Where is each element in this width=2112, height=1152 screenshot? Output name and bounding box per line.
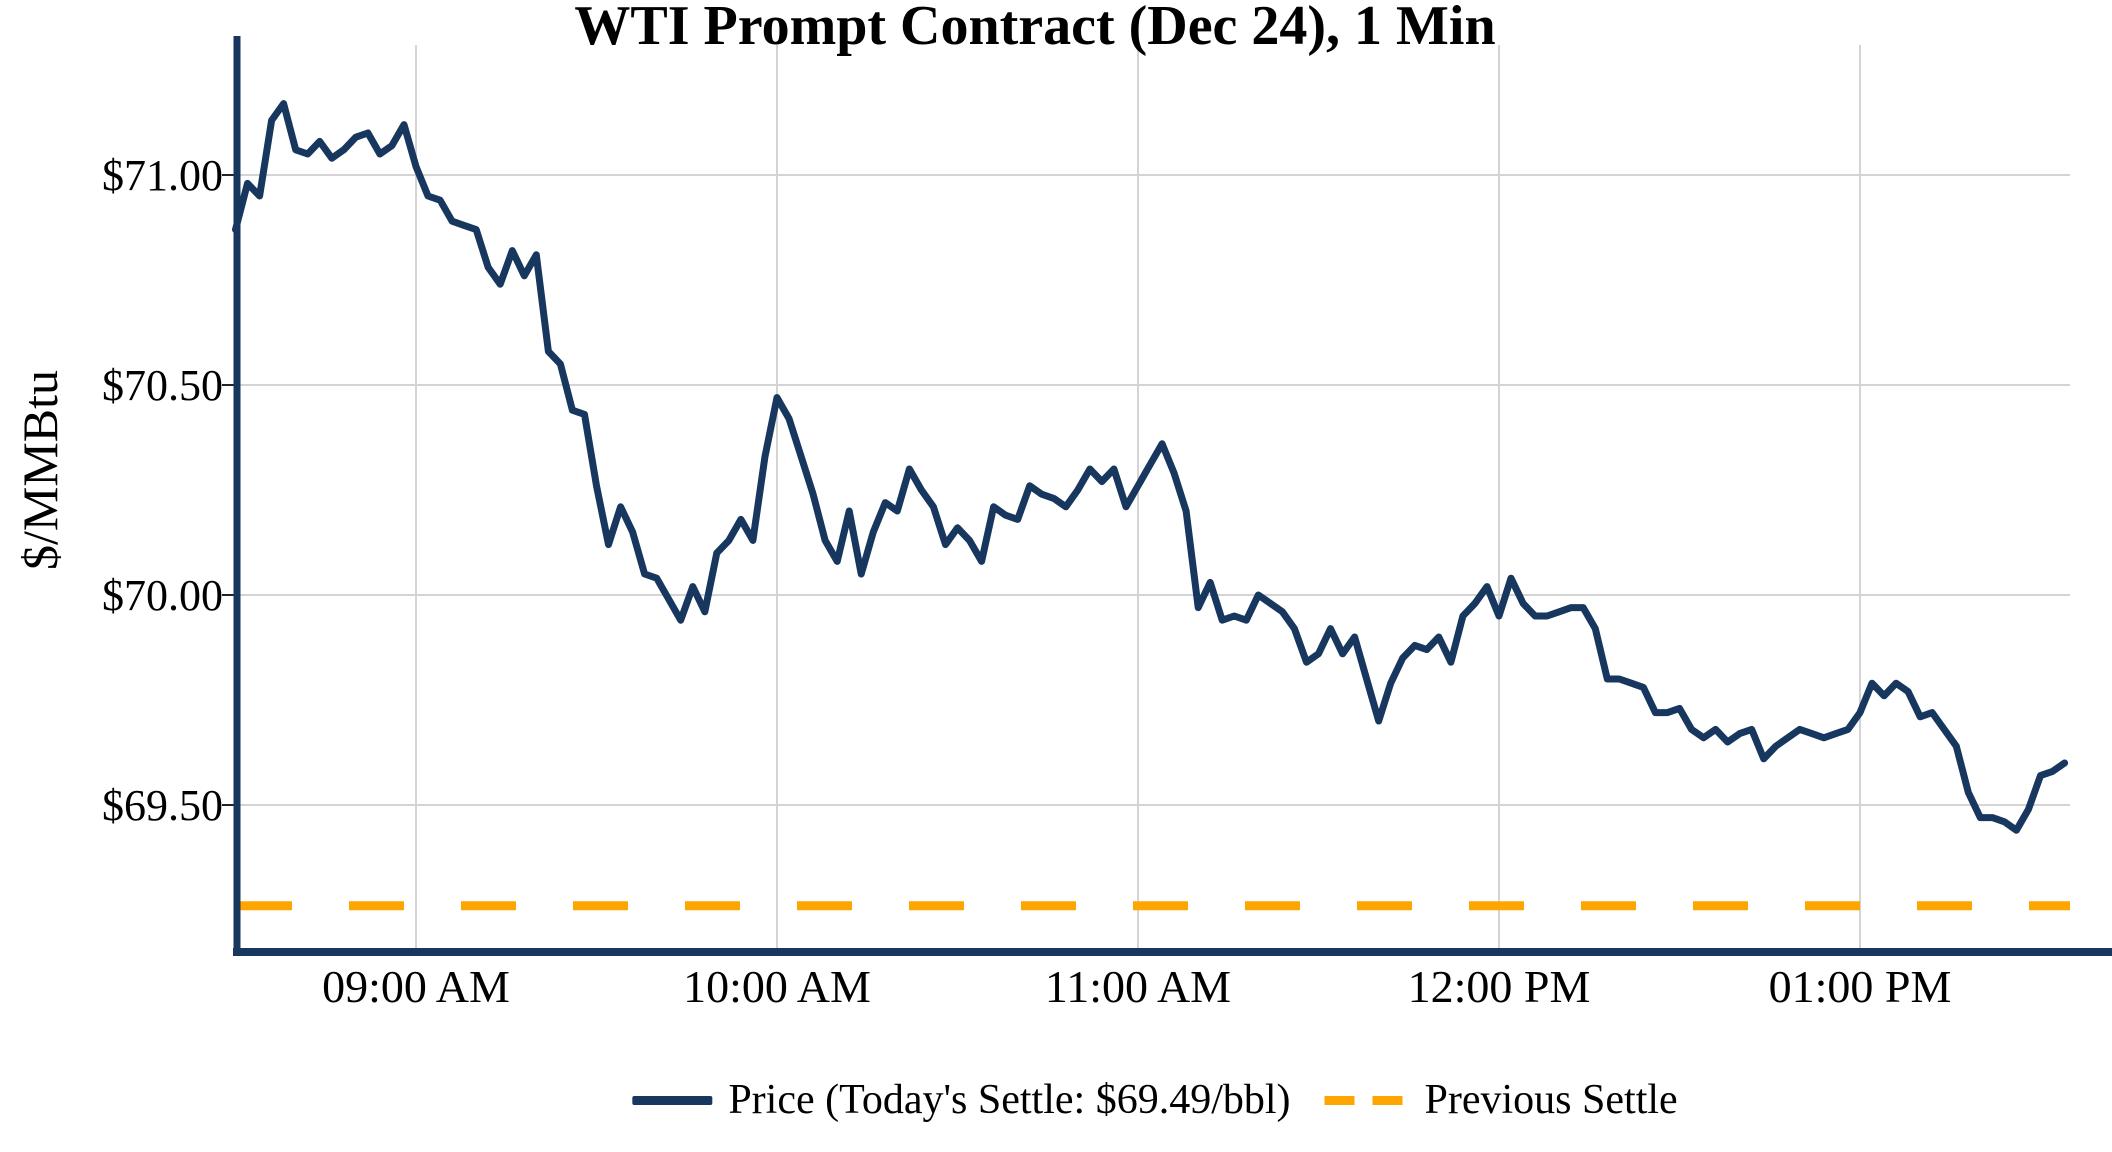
y-tick-label: $70.50 [102, 361, 223, 410]
x-tick-label: 11:00 AM [1045, 961, 1231, 1012]
y-tick-label: $70.00 [102, 571, 223, 620]
y-tick-label: $69.50 [102, 781, 223, 830]
prev-settle-dash-swatch-icon [1324, 1095, 1409, 1105]
legend: Price (Today's Settle: $69.49/bbl) Previ… [632, 1076, 1678, 1124]
legend-item-prev-settle: Previous Settle [1324, 1076, 1678, 1124]
y-tick-label: $71.00 [102, 151, 223, 200]
legend-prev-settle-label: Previous Settle [1424, 1077, 1678, 1123]
y-axis-title: $/MMBtu [12, 369, 68, 571]
chart-title: WTI Prompt Contract (Dec 24), 1 Min [574, 0, 1496, 57]
legend-item-price: Price (Today's Settle: $69.49/bbl) [632, 1076, 1291, 1124]
x-tick-label: 01:00 PM [1769, 961, 1952, 1012]
price-line-swatch-icon [632, 1095, 713, 1105]
x-tick-label: 09:00 AM [322, 961, 510, 1012]
x-tick-label: 10:00 AM [683, 961, 871, 1012]
price-line [232, 100, 2069, 834]
legend-price-label: Price (Today's Settle: $69.49/bbl) [728, 1077, 1291, 1123]
x-tick-label: 12:00 PM [1408, 961, 1591, 1012]
